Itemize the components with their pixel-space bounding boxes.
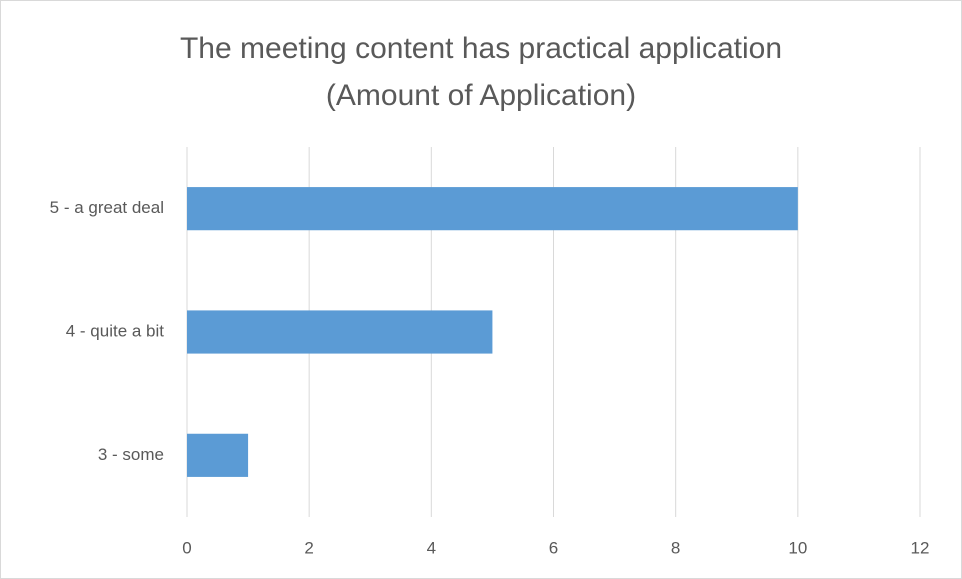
x-tick-label: 6	[549, 538, 558, 557]
bar	[187, 187, 798, 231]
bar	[187, 310, 493, 354]
chart-title: The meeting content has practical applic…	[180, 32, 782, 65]
x-tick-label: 8	[671, 538, 680, 557]
x-tick-label: 4	[427, 538, 436, 557]
x-tick-label: 10	[788, 538, 807, 557]
x-tick-label: 0	[182, 538, 191, 557]
y-tick-label: 5 - a great deal	[50, 198, 164, 217]
x-tick-label: 2	[304, 538, 313, 557]
bar	[187, 433, 249, 477]
chart-subtitle: (Amount of Application)	[326, 79, 636, 112]
y-tick-label: 4 - quite a bit	[66, 321, 165, 340]
y-tick-label: 3 - some	[98, 445, 164, 464]
x-tick-label: 12	[911, 538, 930, 557]
